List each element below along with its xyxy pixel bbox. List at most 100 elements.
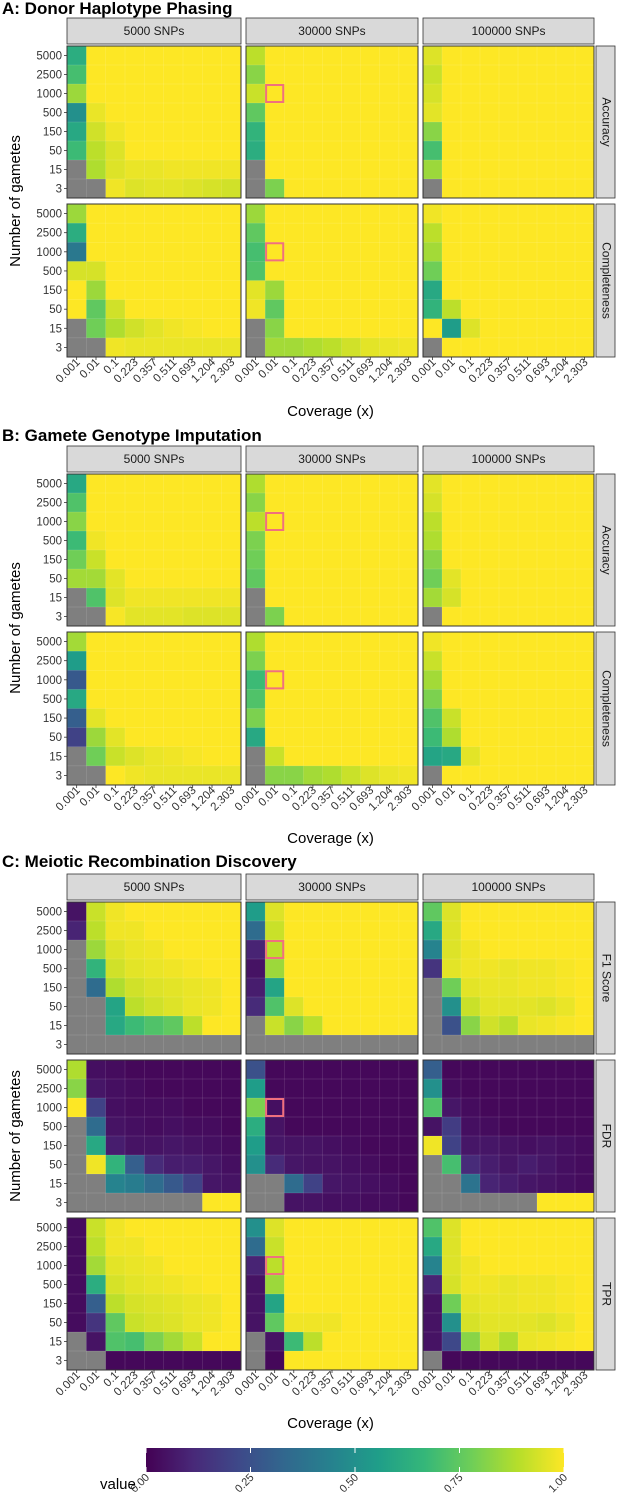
heatmap-cell xyxy=(461,1351,481,1371)
heatmap-cell xyxy=(423,997,443,1017)
heatmap-cell xyxy=(125,765,145,786)
heatmap-cell xyxy=(556,1155,576,1175)
heatmap-cell xyxy=(360,242,381,262)
column-strip-label: 5000 SNPs xyxy=(124,452,185,466)
heatmap-cell xyxy=(284,65,304,85)
heatmap-cell xyxy=(265,1098,285,1118)
heatmap-cell xyxy=(556,1035,576,1055)
heatmap-cell xyxy=(284,242,304,262)
heatmap-cell xyxy=(67,531,87,551)
y-tick-label: 150 xyxy=(43,555,62,567)
heatmap-cell xyxy=(125,959,145,979)
heatmap-cell xyxy=(284,1079,304,1099)
heatmap-panel xyxy=(245,1059,419,1213)
heatmap-cell xyxy=(202,1117,223,1137)
heatmap-cell xyxy=(163,940,184,960)
heatmap-cell xyxy=(303,1218,323,1238)
heatmap-cell xyxy=(556,1256,576,1276)
heatmap-panel xyxy=(66,1059,242,1213)
heatmap-cell xyxy=(125,1218,145,1238)
heatmap-cell xyxy=(144,978,165,998)
heatmap-cell xyxy=(144,1117,165,1137)
heatmap-cell xyxy=(575,569,595,589)
heatmap-cell xyxy=(575,1275,595,1295)
heatmap-cell xyxy=(221,531,242,551)
heatmap-cell xyxy=(499,179,519,199)
heatmap-cell xyxy=(221,550,242,570)
heatmap-cell xyxy=(537,902,557,922)
heatmap-cell xyxy=(303,65,323,85)
heatmap-cell xyxy=(322,160,342,180)
heatmap-cell xyxy=(322,607,342,627)
heatmap-cell xyxy=(183,474,203,494)
heatmap-cell xyxy=(499,607,519,627)
heatmap-cell xyxy=(67,1079,87,1099)
x-axis-title: Coverage (x) xyxy=(287,403,374,420)
heatmap-cell xyxy=(105,242,126,262)
column-strip xyxy=(245,17,419,45)
heatmap-cell xyxy=(144,550,165,570)
heatmap-cell xyxy=(442,1016,462,1036)
heatmap-cell xyxy=(67,765,87,786)
heatmap-cell xyxy=(284,588,304,608)
heatmap-cell xyxy=(341,1351,362,1371)
heatmap-cell xyxy=(499,1117,519,1137)
heatmap-cell xyxy=(67,940,87,960)
heatmap-cell xyxy=(322,997,342,1017)
heatmap-cell xyxy=(163,978,184,998)
heatmap-cell xyxy=(537,493,557,513)
heatmap-cell xyxy=(341,474,362,494)
heatmap-cell xyxy=(480,299,500,320)
heatmap-cell xyxy=(202,242,223,262)
heatmap-cell xyxy=(341,997,362,1017)
heatmap-panel xyxy=(422,901,595,1055)
heatmap-cell xyxy=(518,299,538,320)
heatmap-cell xyxy=(379,902,400,922)
heatmap-cell xyxy=(398,569,419,589)
heatmap-cell xyxy=(303,1079,323,1099)
heatmap-cell xyxy=(398,242,419,262)
heatmap-cell xyxy=(556,299,576,320)
row-strip-label: TPR xyxy=(599,1282,613,1306)
heatmap-cell xyxy=(398,588,419,608)
heatmap-cell xyxy=(144,1174,165,1194)
heatmap-cell xyxy=(575,746,595,767)
heatmap-cell xyxy=(144,1351,165,1371)
heatmap-cell xyxy=(518,280,538,301)
heatmap-cell xyxy=(480,1237,500,1257)
heatmap-cell xyxy=(398,1275,419,1295)
heatmap-cell xyxy=(322,978,342,998)
heatmap-cell xyxy=(537,179,557,199)
heatmap-cell xyxy=(556,103,576,123)
heatmap-cell xyxy=(67,223,87,243)
heatmap-cell xyxy=(379,1079,400,1099)
heatmap-cell xyxy=(360,959,381,979)
heatmap-cell xyxy=(202,997,223,1017)
heatmap-cell xyxy=(125,632,145,652)
heatmap-cell xyxy=(105,204,126,224)
heatmap-cell xyxy=(461,531,481,551)
heatmap-cell xyxy=(144,1237,165,1257)
heatmap-cell xyxy=(442,1136,462,1156)
heatmap-cell xyxy=(556,1060,576,1080)
heatmap-cell xyxy=(246,632,266,652)
heatmap-cell xyxy=(360,122,381,142)
heatmap-cell xyxy=(67,1294,87,1314)
heatmap-cell xyxy=(423,1174,443,1194)
heatmap-cell xyxy=(556,959,576,979)
heatmap-panel xyxy=(245,45,419,199)
heatmap-cell xyxy=(303,1098,323,1118)
heatmap-cell xyxy=(125,746,145,767)
heatmap-cell xyxy=(246,1117,266,1137)
heatmap-cell xyxy=(461,1016,481,1036)
heatmap-cell xyxy=(379,670,400,690)
heatmap-cell xyxy=(67,959,87,979)
heatmap-cell xyxy=(442,280,462,301)
heatmap-cell xyxy=(442,223,462,243)
heatmap-cell xyxy=(461,1332,481,1352)
heatmap-cell xyxy=(163,607,184,627)
heatmap-cell xyxy=(575,242,595,262)
heatmap-cell xyxy=(202,512,223,532)
heatmap-cell xyxy=(480,280,500,301)
heatmap-cell xyxy=(284,493,304,513)
